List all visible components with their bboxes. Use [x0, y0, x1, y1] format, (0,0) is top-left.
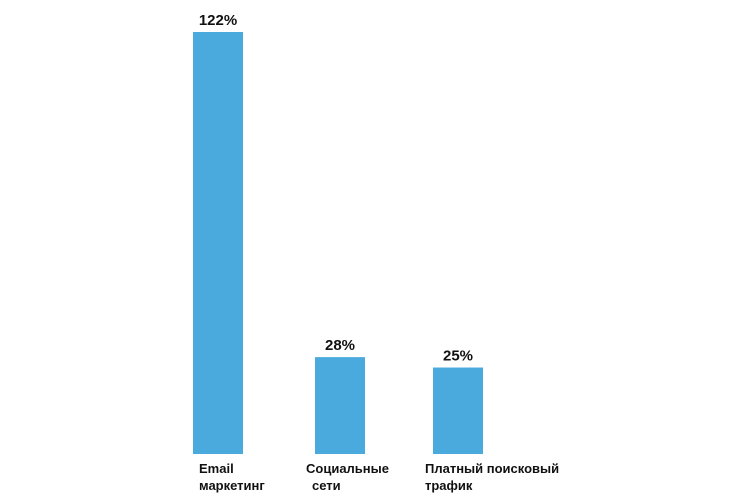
value-label-3: 25% [443, 348, 473, 365]
category-label-3-line-2: трафик [425, 478, 473, 493]
category-label-1-line-1: Email [199, 461, 234, 476]
bar-1 [193, 32, 243, 454]
value-label-2: 28% [325, 337, 355, 354]
category-label-2-line-1: Социальные [306, 461, 389, 476]
category-label-3-line-1: Платный поисковый [425, 461, 559, 476]
bar-2 [315, 357, 365, 454]
category-label-1-line-2: маркетинг [199, 478, 265, 493]
category-label-2-line-2: сети [312, 478, 341, 493]
bar-3 [433, 367, 483, 454]
value-label-1: 122% [199, 12, 237, 29]
